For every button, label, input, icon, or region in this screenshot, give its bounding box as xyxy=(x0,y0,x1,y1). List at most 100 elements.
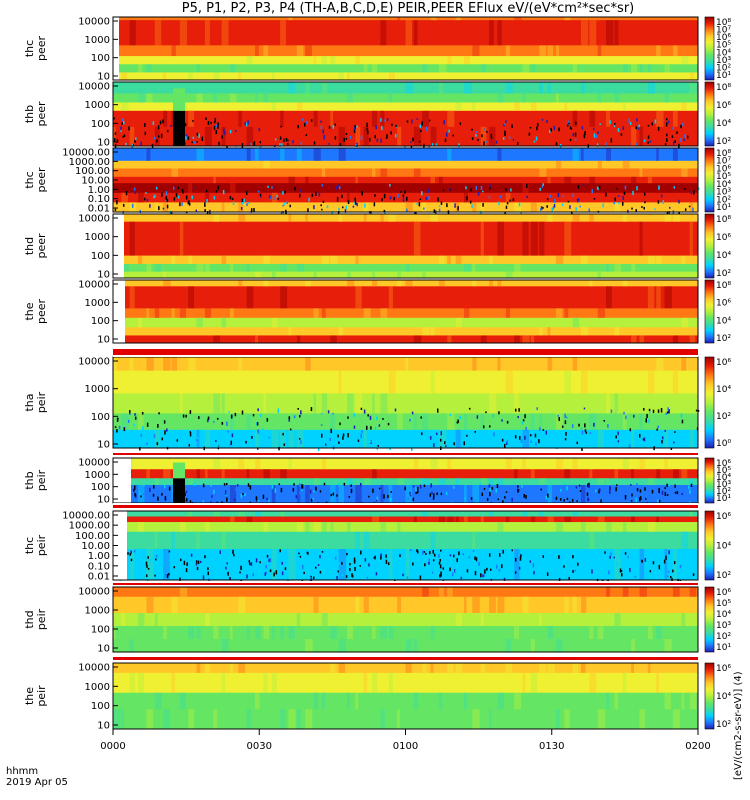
noise-pixel xyxy=(410,573,413,577)
spectrogram-texture xyxy=(246,626,250,639)
noise-pixel xyxy=(519,556,522,561)
spike-block xyxy=(173,88,185,111)
noise-pixel xyxy=(152,121,155,125)
noise-pixel xyxy=(604,551,606,554)
noise-pixel xyxy=(227,430,229,433)
noise-pixel xyxy=(305,554,307,557)
spectrogram-texture xyxy=(572,663,579,673)
noise-pixel xyxy=(257,190,260,193)
x-tick-label: 0000 xyxy=(100,741,125,752)
spectrogram-texture xyxy=(405,20,413,46)
spectrogram-texture xyxy=(230,308,234,318)
noise-pixel xyxy=(123,427,126,431)
spectrogram-texture xyxy=(589,214,594,222)
noise-pixel xyxy=(229,196,232,200)
spectrogram-texture xyxy=(438,176,443,184)
noise-pixel xyxy=(564,438,567,441)
noise-pixel xyxy=(157,423,159,428)
noise-pixel xyxy=(684,134,686,139)
noise-pixel xyxy=(673,441,675,444)
noise-pixel xyxy=(394,408,397,412)
spectrogram-texture xyxy=(372,110,378,127)
noise-pixel xyxy=(529,434,532,437)
spectrogram-texture xyxy=(514,469,518,479)
noise-pixel xyxy=(155,555,158,558)
noise-pixel xyxy=(254,490,256,495)
noise-pixel xyxy=(389,196,392,200)
colorbar-unit-label: [eV/(cm2-s-sr-eV)] (4) xyxy=(733,671,744,780)
noise-pixel xyxy=(618,202,620,205)
spectrogram-texture xyxy=(664,548,668,580)
spectrogram-texture xyxy=(313,56,317,65)
colorbar-tick-label: 10⁸ xyxy=(716,18,731,28)
noise-pixel xyxy=(299,492,301,495)
spectrogram-texture xyxy=(597,160,602,169)
noise-pixel xyxy=(292,140,294,144)
spectrogram-texture xyxy=(380,168,388,177)
noise-pixel xyxy=(436,492,438,496)
noise-pixel xyxy=(364,558,367,562)
spectrogram-texture xyxy=(288,327,292,336)
noise-pixel xyxy=(329,438,331,442)
noise-pixel xyxy=(443,120,445,125)
noise-pixel xyxy=(241,410,244,415)
noise-pixel xyxy=(347,200,350,205)
noise-pixel xyxy=(279,143,281,147)
spectrogram-texture xyxy=(447,255,451,264)
noise-pixel xyxy=(570,127,573,130)
noise-pixel xyxy=(389,183,391,187)
noise-pixel xyxy=(247,120,249,125)
spectrogram-texture xyxy=(514,335,520,343)
noise-pixel xyxy=(481,439,483,442)
noise-pixel xyxy=(198,133,200,138)
spectrogram-texture xyxy=(489,596,496,613)
noise-pixel xyxy=(580,427,583,430)
noise-pixel xyxy=(440,431,443,436)
noise-pixel xyxy=(353,126,356,131)
noise-pixel xyxy=(415,491,417,494)
noise-pixel xyxy=(643,437,646,442)
spectrogram-texture xyxy=(405,548,410,580)
spectrogram-texture xyxy=(422,271,426,278)
spectrogram-texture xyxy=(113,626,116,639)
spectrogram-texture xyxy=(280,263,287,272)
noise-pixel xyxy=(482,190,484,193)
noise-pixel xyxy=(481,134,483,138)
spectrogram-texture xyxy=(179,587,188,597)
spectrogram-texture xyxy=(280,511,285,517)
spectrogram-texture xyxy=(489,709,492,729)
spectrogram-texture xyxy=(204,263,210,272)
gap-marker xyxy=(113,349,698,355)
noise-pixel xyxy=(428,195,430,200)
noise-pixel xyxy=(565,432,567,436)
noise-pixel xyxy=(499,195,502,199)
noise-pixel xyxy=(162,207,165,210)
noise-pixel xyxy=(512,198,515,202)
spectrogram-texture xyxy=(622,280,628,287)
noise-pixel xyxy=(410,145,413,149)
noise-pixel xyxy=(689,489,691,494)
noise-pixel xyxy=(382,418,384,420)
spectrogram-band xyxy=(113,531,698,550)
noise-pixel xyxy=(508,136,511,139)
noise-pixel xyxy=(504,130,506,136)
noise-pixel xyxy=(166,428,168,432)
noise-pixel xyxy=(475,134,477,137)
noise-pixel xyxy=(299,193,301,198)
noise-pixel xyxy=(397,193,399,198)
noise-pixel xyxy=(416,118,418,120)
noise-pixel xyxy=(595,489,597,493)
noise-pixel xyxy=(354,201,357,205)
panel-y-label: peir xyxy=(35,608,48,630)
spectrogram-texture xyxy=(188,709,195,729)
noise-pixel xyxy=(113,138,116,142)
noise-pixel xyxy=(609,486,611,491)
spectrogram-texture xyxy=(622,64,628,73)
noise-pixel xyxy=(518,202,521,207)
spectrogram-texture xyxy=(347,72,350,80)
noise-pixel xyxy=(300,141,303,145)
noise-pixel xyxy=(681,419,684,424)
noise-pixel xyxy=(259,141,262,144)
noise-pixel xyxy=(519,495,521,498)
spectrogram-texture xyxy=(146,548,154,580)
